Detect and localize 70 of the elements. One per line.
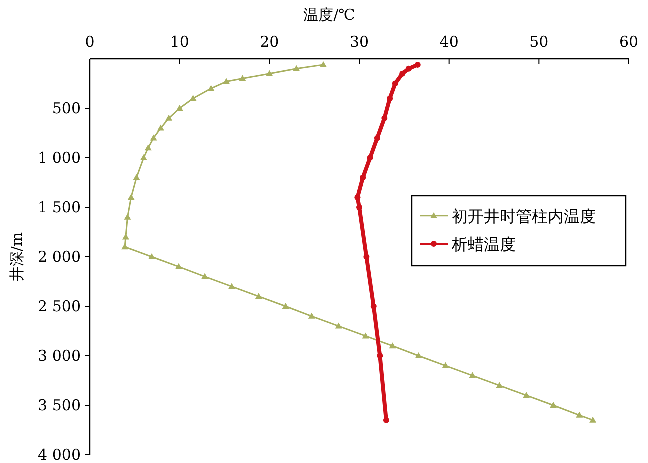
y-tick-label: 500 [52, 100, 81, 118]
point [400, 70, 406, 77]
point [140, 154, 148, 160]
y-axis-title: 井深/m [8, 232, 26, 282]
x-tick-label: 20 [260, 33, 280, 51]
point [523, 392, 530, 398]
point [550, 402, 558, 408]
point [469, 372, 476, 378]
point [367, 155, 374, 161]
y-tick-label: 3 500 [38, 396, 81, 414]
point [201, 273, 208, 280]
point [442, 362, 450, 368]
x-tick-label: 10 [170, 33, 190, 51]
point [176, 105, 184, 111]
point [133, 174, 140, 180]
point [239, 75, 246, 82]
y-tick-label: 3 000 [38, 347, 81, 365]
point [223, 78, 230, 84]
point [150, 134, 158, 141]
y-tick-label: 4 000 [38, 446, 81, 463]
point [282, 303, 290, 309]
legend-label: 析蜡温度 [451, 235, 516, 254]
point [362, 332, 370, 339]
point [208, 85, 215, 92]
point [356, 204, 362, 210]
point [364, 254, 370, 260]
legend-label: 初开井时管柱内温度 [452, 207, 596, 226]
point [308, 312, 316, 319]
point [148, 254, 156, 260]
y-tick-label: 2 000 [38, 248, 81, 266]
point [414, 62, 421, 68]
point [255, 293, 262, 300]
point [415, 352, 422, 358]
point [370, 304, 377, 310]
point [377, 353, 384, 359]
x-tick-label: 50 [530, 33, 549, 51]
point [406, 66, 412, 72]
point [228, 283, 236, 290]
point [389, 342, 396, 349]
point [354, 194, 361, 201]
x-tick-label: 0 [85, 33, 95, 51]
y-tick-label: 2 500 [38, 298, 81, 316]
point [374, 135, 380, 142]
point [144, 144, 152, 151]
point [392, 80, 398, 87]
point [496, 382, 504, 388]
point [122, 234, 130, 240]
point [124, 214, 132, 220]
point [383, 417, 390, 424]
point [360, 174, 366, 181]
y-tick-label: 1 000 [38, 149, 81, 167]
point [320, 61, 328, 68]
y-tick-label: 1 500 [38, 198, 81, 216]
point [590, 416, 597, 423]
x-tick-label: 60 [619, 33, 639, 51]
point [190, 95, 197, 102]
point [157, 124, 164, 131]
x-tick-label: 40 [440, 33, 459, 51]
point [128, 194, 135, 200]
point [576, 412, 584, 418]
point [175, 263, 182, 270]
point [382, 115, 388, 122]
point [266, 70, 274, 76]
x-tick-label: 30 [350, 33, 370, 51]
x-axis-title: 温度/℃ [304, 6, 356, 24]
point [387, 96, 394, 102]
point [122, 244, 129, 250]
point [166, 114, 173, 121]
point [335, 322, 342, 329]
point [293, 65, 300, 72]
